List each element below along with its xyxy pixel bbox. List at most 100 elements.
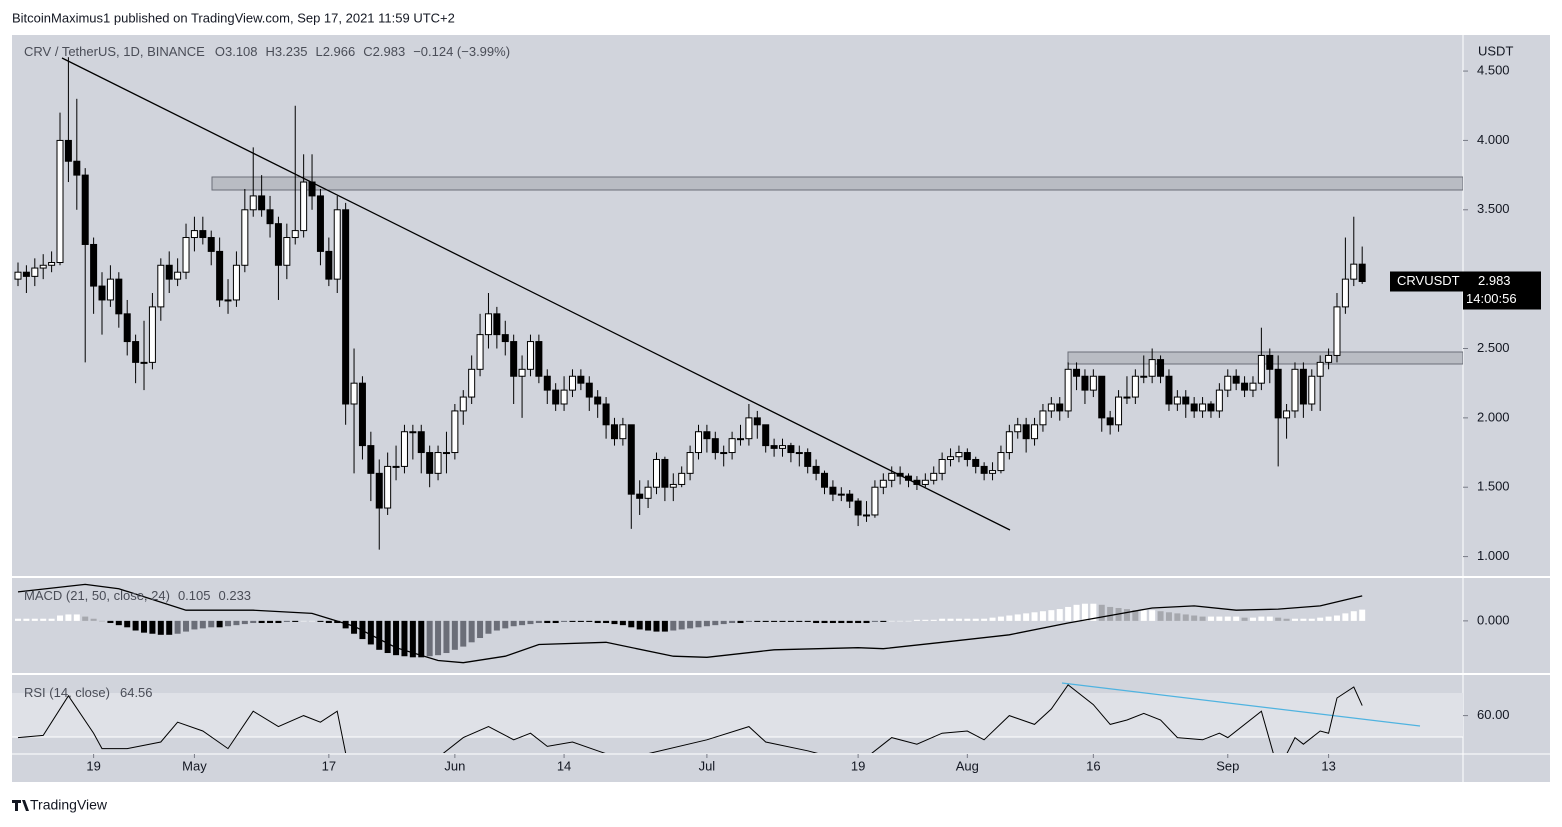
macd-histogram-bar <box>1056 609 1063 621</box>
candle-body <box>358 382 366 447</box>
macd-histogram-bar <box>23 618 30 621</box>
macd-histogram-bar <box>502 620 509 629</box>
macd-histogram-bar <box>1098 604 1105 621</box>
x-tick-label: Aug <box>956 758 979 773</box>
macd-histogram-bar <box>174 620 181 634</box>
candle-body <box>829 486 837 495</box>
candle-body <box>22 271 30 277</box>
candle-body <box>1081 375 1089 391</box>
macd-histogram-bar <box>31 618 38 621</box>
candle-body <box>963 452 971 460</box>
candle-body <box>241 209 249 266</box>
macd-histogram-bar <box>107 620 114 624</box>
candle-body <box>1266 354 1274 370</box>
candle-body <box>1089 375 1097 391</box>
resistance-zone <box>211 176 1463 191</box>
macd-histogram-bar <box>1081 603 1088 621</box>
candle-body <box>56 139 64 263</box>
candle-body <box>224 299 232 302</box>
candle-body <box>216 250 224 301</box>
candle-body <box>1173 396 1181 405</box>
macd-histogram-bar <box>443 620 450 654</box>
macd-histogram-bar <box>922 619 929 621</box>
macd-histogram-bar <box>871 620 878 622</box>
macd-histogram-bar <box>485 620 492 634</box>
macd-legend: MACD (21, 50, close, 24) 0.105 0.233 <box>24 588 251 603</box>
macd-line <box>17 583 1363 664</box>
candle-body <box>1199 403 1207 412</box>
macd-histogram-bar <box>426 620 433 657</box>
candle-body <box>921 479 929 485</box>
macd-histogram-bar <box>964 618 971 621</box>
macd-histogram-bar <box>577 620 584 622</box>
macd-histogram-bar <box>90 618 97 621</box>
candle-body <box>821 472 829 488</box>
rsi-y-tick-label: 60.00 <box>1477 707 1510 722</box>
candle-body <box>619 424 627 440</box>
candle-body <box>1148 359 1156 377</box>
macd-histogram-bar <box>603 620 610 624</box>
macd-histogram-bar <box>754 620 761 622</box>
price-pane <box>14 57 1463 550</box>
macd-histogram-bar <box>250 620 257 624</box>
support-zone <box>1067 351 1463 365</box>
macd-histogram-bar <box>695 620 702 628</box>
macd-histogram-bar <box>1107 606 1114 621</box>
macd-histogram-bar <box>703 620 710 627</box>
candle-body <box>863 514 871 517</box>
macd-histogram-bar <box>73 614 80 621</box>
macd-histogram-bar <box>14 618 21 621</box>
candle-body <box>753 417 761 426</box>
candle-body <box>552 389 560 405</box>
macd-y-tick-label: 0.000 <box>1477 612 1510 627</box>
candle-body <box>1014 424 1022 433</box>
candle-body <box>182 237 190 273</box>
macd-histogram-bar <box>149 620 156 634</box>
macd-histogram-bar <box>712 620 719 626</box>
x-tick-label: Jul <box>699 758 716 773</box>
candle-body <box>417 431 425 454</box>
candle-body <box>888 472 896 481</box>
macd-histogram-bar <box>1266 616 1273 621</box>
macd-histogram-bar <box>1241 617 1248 621</box>
candle-body <box>510 341 518 377</box>
x-tick-label: 19 <box>86 758 100 773</box>
candle-body <box>316 195 324 252</box>
candle-body <box>451 410 459 454</box>
macd-histogram-bar <box>460 620 467 647</box>
candle-body <box>905 475 913 481</box>
macd-histogram-bar <box>99 620 106 622</box>
candle-body <box>283 237 291 266</box>
macd-histogram-bar <box>561 620 568 622</box>
macd-histogram-bar <box>787 620 794 622</box>
candle-body <box>1224 375 1232 391</box>
macd-histogram-bar <box>233 620 240 626</box>
y-tick-label: 1.000 <box>1477 548 1510 563</box>
macd-histogram-bar <box>1165 612 1172 621</box>
macd-histogram-bar <box>930 619 937 621</box>
candle-body <box>602 403 610 426</box>
last-price: 2.983 <box>1478 273 1511 288</box>
macd-histogram-bar <box>645 620 652 631</box>
rsi-legend: RSI (14, close) 64.56 <box>24 685 153 700</box>
macd-histogram-bar <box>418 620 425 658</box>
candle-body <box>98 285 106 301</box>
candle-body <box>896 472 904 477</box>
candle-body <box>636 493 644 499</box>
macd-histogram-bar <box>1249 617 1256 621</box>
candle-body <box>980 465 988 474</box>
macd-histogram-bar <box>955 618 962 621</box>
macd-histogram-bar <box>157 620 164 635</box>
candle-body <box>325 250 333 280</box>
ticker-name: CRVUSDT <box>1397 273 1460 288</box>
candle-body <box>577 375 585 384</box>
footer-logo: TradingView <box>12 797 108 813</box>
candle-body <box>703 431 711 440</box>
macd-histogram-bar <box>670 620 677 631</box>
candle-body <box>400 431 408 467</box>
candle-body <box>1207 403 1215 412</box>
macd-histogram-bar <box>519 620 526 626</box>
candle-body <box>879 479 887 488</box>
macd-histogram-bar <box>208 620 215 628</box>
macd-histogram-bar <box>1123 609 1130 621</box>
